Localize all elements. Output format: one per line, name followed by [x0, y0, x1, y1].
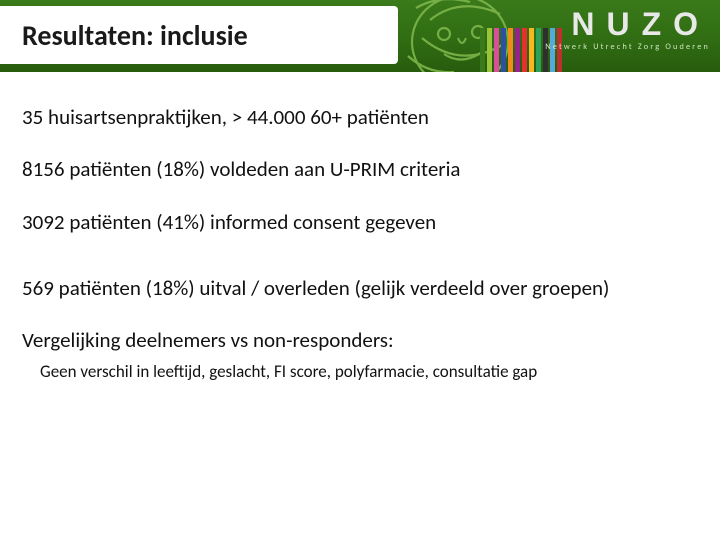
- body-line: 3092 patiënten (41%) informed consent ge…: [22, 209, 702, 235]
- slide: NUZO Netwerk Utrecht Zorg Ouderen Result…: [0, 0, 720, 540]
- body-line: 569 patiënten (18%) uitval / overleden (…: [22, 275, 702, 301]
- logo-letters: NUZO: [510, 2, 710, 40]
- slide-title: Resultaten: inclusie: [22, 18, 248, 53]
- slide-body: 35 huisartsenpraktijken, > 44.000 60+ pa…: [22, 104, 702, 404]
- logo: NUZO Netwerk Utrecht Zorg Ouderen: [510, 2, 710, 70]
- logo-subtitle: Netwerk Utrecht Zorg Ouderen: [510, 42, 710, 52]
- header-band: NUZO Netwerk Utrecht Zorg Ouderen Result…: [0, 0, 720, 72]
- body-subline: Geen verschil in leeftijd, geslacht, FI …: [40, 361, 702, 382]
- body-line: 8156 patiënten (18%) voldeden aan U-PRIM…: [22, 156, 702, 182]
- body-line: Vergelijking deelnemers vs non-responder…: [22, 327, 702, 353]
- spacer: [22, 261, 702, 275]
- title-plate: Resultaten: inclusie: [0, 6, 398, 64]
- body-line: 35 huisartsenpraktijken, > 44.000 60+ pa…: [22, 104, 702, 130]
